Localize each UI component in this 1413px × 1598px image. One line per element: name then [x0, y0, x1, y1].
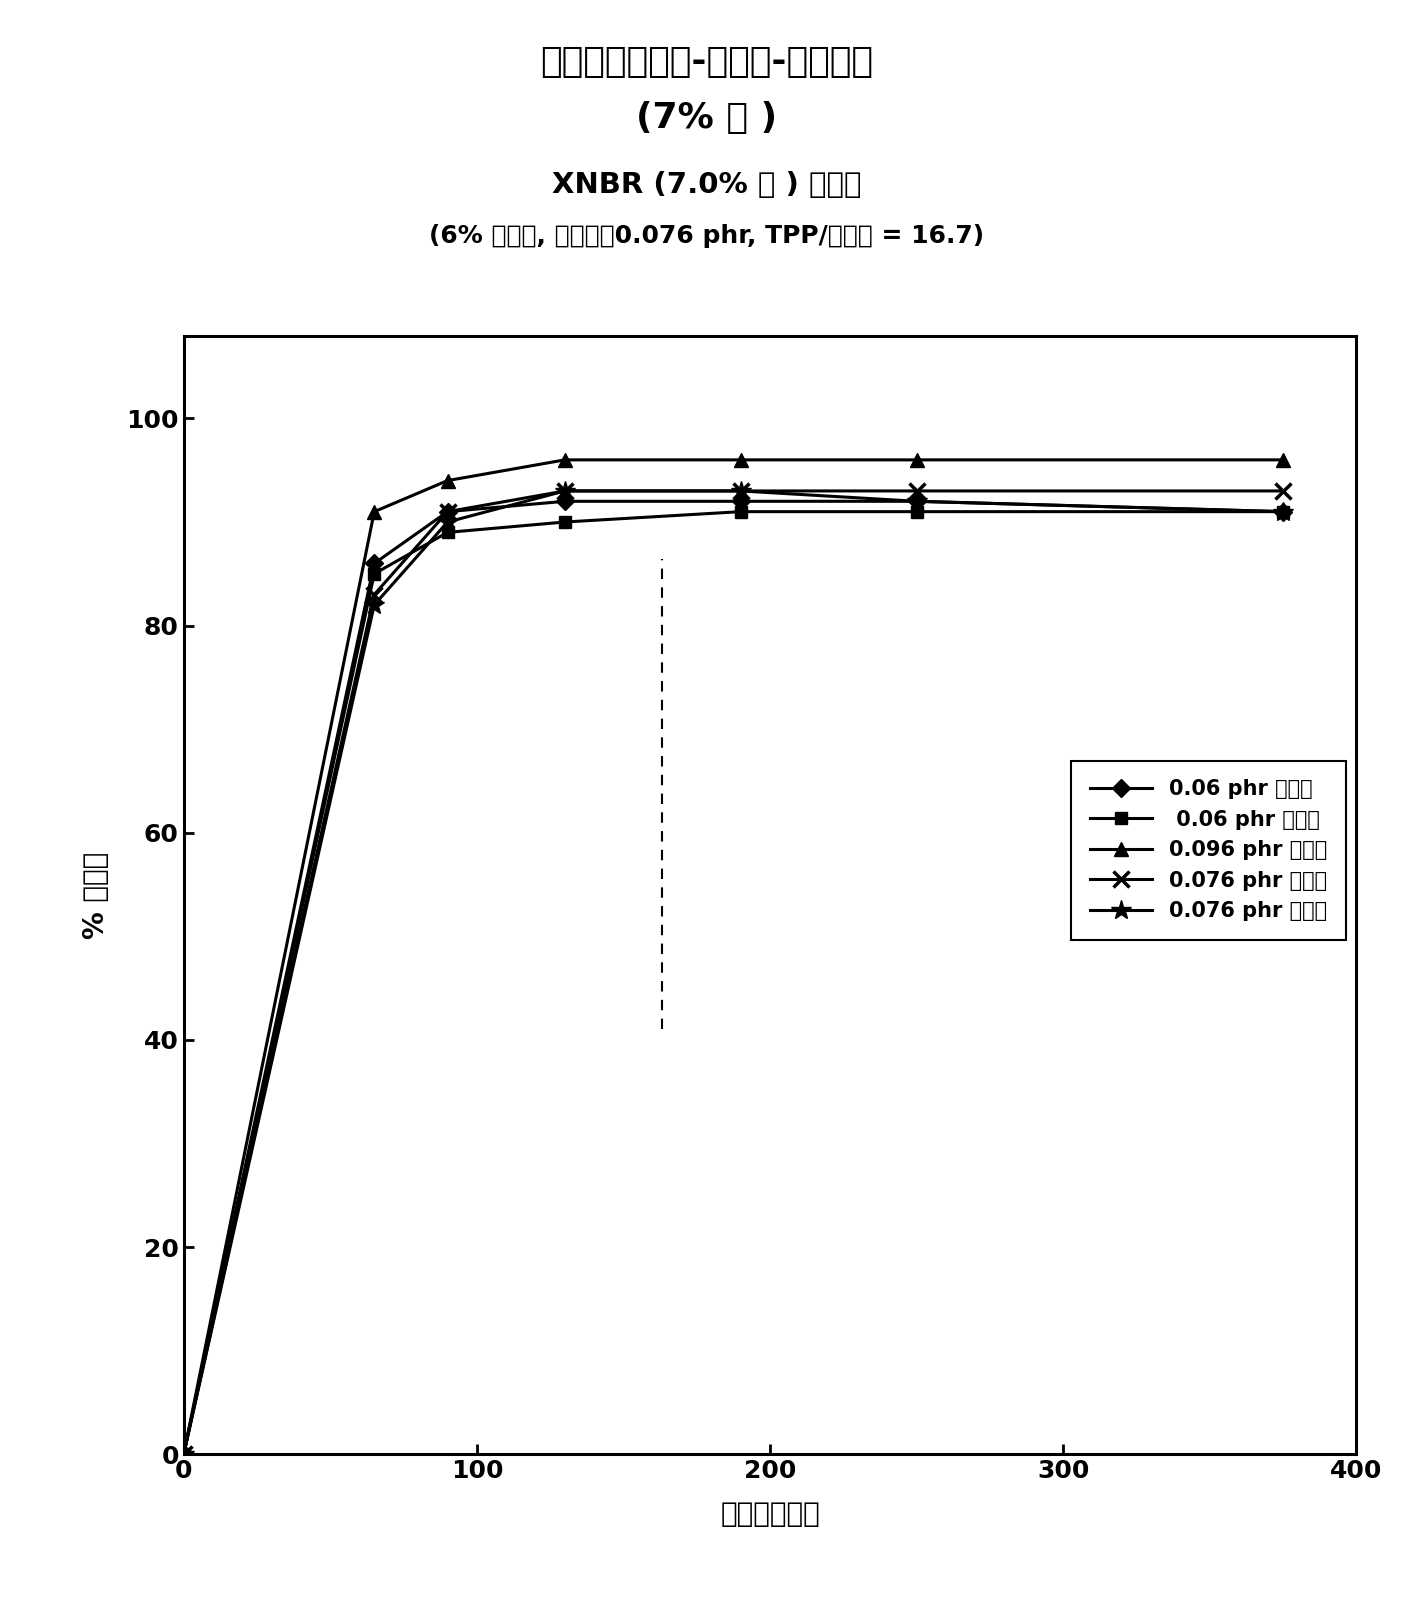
0.06 phr 催化剂: [557, 492, 574, 511]
Text: 氢化甲基丙烯酸-丁二烯-腈三聚物: 氢化甲基丙烯酸-丁二烯-腈三聚物: [540, 45, 873, 78]
0.096 phr 催化剂: [557, 451, 574, 470]
Legend: 0.06 phr 催化剂,  0.06 phr 催化剂, 0.096 phr 催化剂, 0.076 phr 催化剂, 0.076 phr 催化剂: 0.06 phr 催化剂, 0.06 phr 催化剂, 0.096 phr 催化…: [1071, 761, 1347, 940]
0.096 phr 催化剂: [439, 471, 456, 491]
0.076 phr 催化剂: [1275, 502, 1291, 521]
Line: 0.076 phr 催化剂: 0.076 phr 催化剂: [175, 483, 1291, 1462]
0.076 phr 催化剂: [439, 513, 456, 532]
Line: 0.06 phr 催化剂: 0.06 phr 催化剂: [178, 495, 1290, 1461]
0.076 phr 催化剂: [557, 481, 574, 500]
0.06 phr 催化剂: [175, 1445, 192, 1464]
0.076 phr 催化剂: [439, 502, 456, 521]
0.06 phr 催化剂: [732, 492, 749, 511]
0.076 phr 催化剂: [175, 1445, 192, 1464]
0.06 phr 催化剂: [909, 492, 926, 511]
Text: (6% 聚合物, 催化剂：0.076 phr, TPP/催化剂 = 16.7): (6% 聚合物, 催化剂：0.076 phr, TPP/催化剂 = 16.7): [430, 224, 983, 248]
 0.06 phr 催化剂: [1275, 502, 1291, 521]
 0.06 phr 催化剂: [175, 1445, 192, 1464]
Text: XNBR (7.0% 酸 ) 的氢化: XNBR (7.0% 酸 ) 的氢化: [551, 171, 862, 200]
0.06 phr 催化剂: [1275, 502, 1291, 521]
0.096 phr 催化剂: [732, 451, 749, 470]
 0.06 phr 催化剂: [439, 523, 456, 542]
0.076 phr 催化剂: [732, 481, 749, 500]
 0.06 phr 催化剂: [557, 513, 574, 532]
0.06 phr 催化剂: [439, 502, 456, 521]
Line: 0.096 phr 催化剂: 0.096 phr 催化剂: [177, 452, 1290, 1461]
0.096 phr 催化剂: [366, 502, 383, 521]
0.076 phr 催化剂: [557, 481, 574, 500]
0.076 phr 催化剂: [909, 492, 926, 511]
0.076 phr 催化剂: [909, 481, 926, 500]
0.076 phr 催化剂: [366, 585, 383, 604]
0.076 phr 催化剂: [1275, 481, 1291, 500]
0.076 phr 催化剂: [366, 596, 383, 615]
 0.06 phr 催化剂: [366, 564, 383, 583]
0.096 phr 催化剂: [909, 451, 926, 470]
Line: 0.076 phr 催化剂: 0.076 phr 催化剂: [174, 481, 1293, 1465]
 0.06 phr 催化剂: [909, 502, 926, 521]
Text: (7% 酸 ): (7% 酸 ): [636, 101, 777, 134]
0.076 phr 催化剂: [175, 1445, 192, 1464]
0.096 phr 催化剂: [1275, 451, 1291, 470]
 0.06 phr 催化剂: [732, 502, 749, 521]
0.06 phr 催化剂: [366, 555, 383, 574]
Line:  0.06 phr 催化剂: 0.06 phr 催化剂: [178, 505, 1290, 1461]
0.096 phr 催化剂: [175, 1445, 192, 1464]
Y-axis label: % 氢化度: % 氢化度: [82, 852, 110, 938]
0.076 phr 催化剂: [732, 481, 749, 500]
X-axis label: 时间（分钟）: 时间（分钟）: [721, 1499, 820, 1528]
